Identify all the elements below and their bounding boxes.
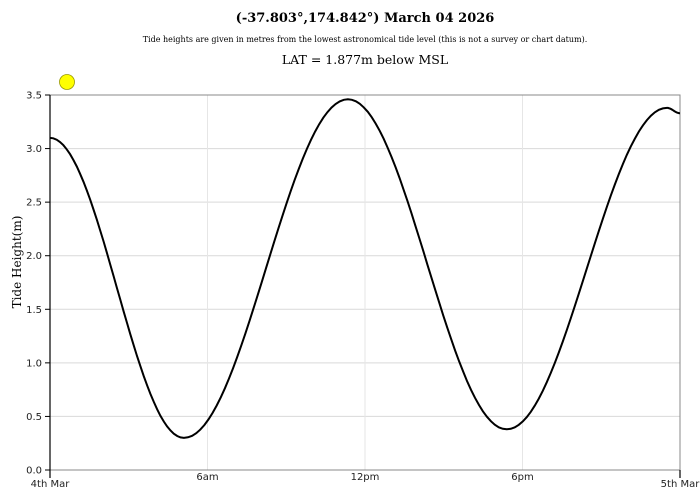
- x-tick-label: 5th Mar: [661, 479, 700, 490]
- y-tick-label: 3.5: [26, 91, 42, 102]
- x-tick-label: 4th Mar: [31, 479, 71, 490]
- tide-height-line: [49, 98, 680, 439]
- x-tick-label: 6pm: [511, 472, 533, 483]
- y-tick-label: 2.0: [26, 251, 42, 262]
- y-axis-label: Tide Height(m): [10, 216, 24, 309]
- lat-note: LAT = 1.877m below MSL: [281, 52, 449, 67]
- sun-icon: [59, 74, 75, 90]
- y-tick-label: 0.5: [26, 412, 42, 423]
- x-tick-label: 12pm: [351, 472, 380, 483]
- x-axis-ticks: 4th Mar 6am 12pm 6pm 5th Mar: [31, 470, 700, 490]
- y-axis-ticks: 0.0 0.5 1.0 1.5 2.0 2.5 3.0 3.5: [26, 91, 50, 477]
- y-tick-label: 3.0: [26, 144, 42, 155]
- grid-lines: [50, 95, 680, 470]
- y-tick-label: 0.0: [26, 466, 42, 477]
- x-tick-label: 6am: [196, 472, 218, 483]
- chart-subtitle: Tide heights are given in metres from th…: [142, 35, 588, 44]
- y-tick-label: 1.0: [26, 358, 42, 369]
- y-tick-label: 2.5: [26, 198, 42, 209]
- chart-title: (-37.803°,174.842°) March 04 2026: [235, 11, 495, 26]
- y-tick-label: 1.5: [26, 305, 42, 316]
